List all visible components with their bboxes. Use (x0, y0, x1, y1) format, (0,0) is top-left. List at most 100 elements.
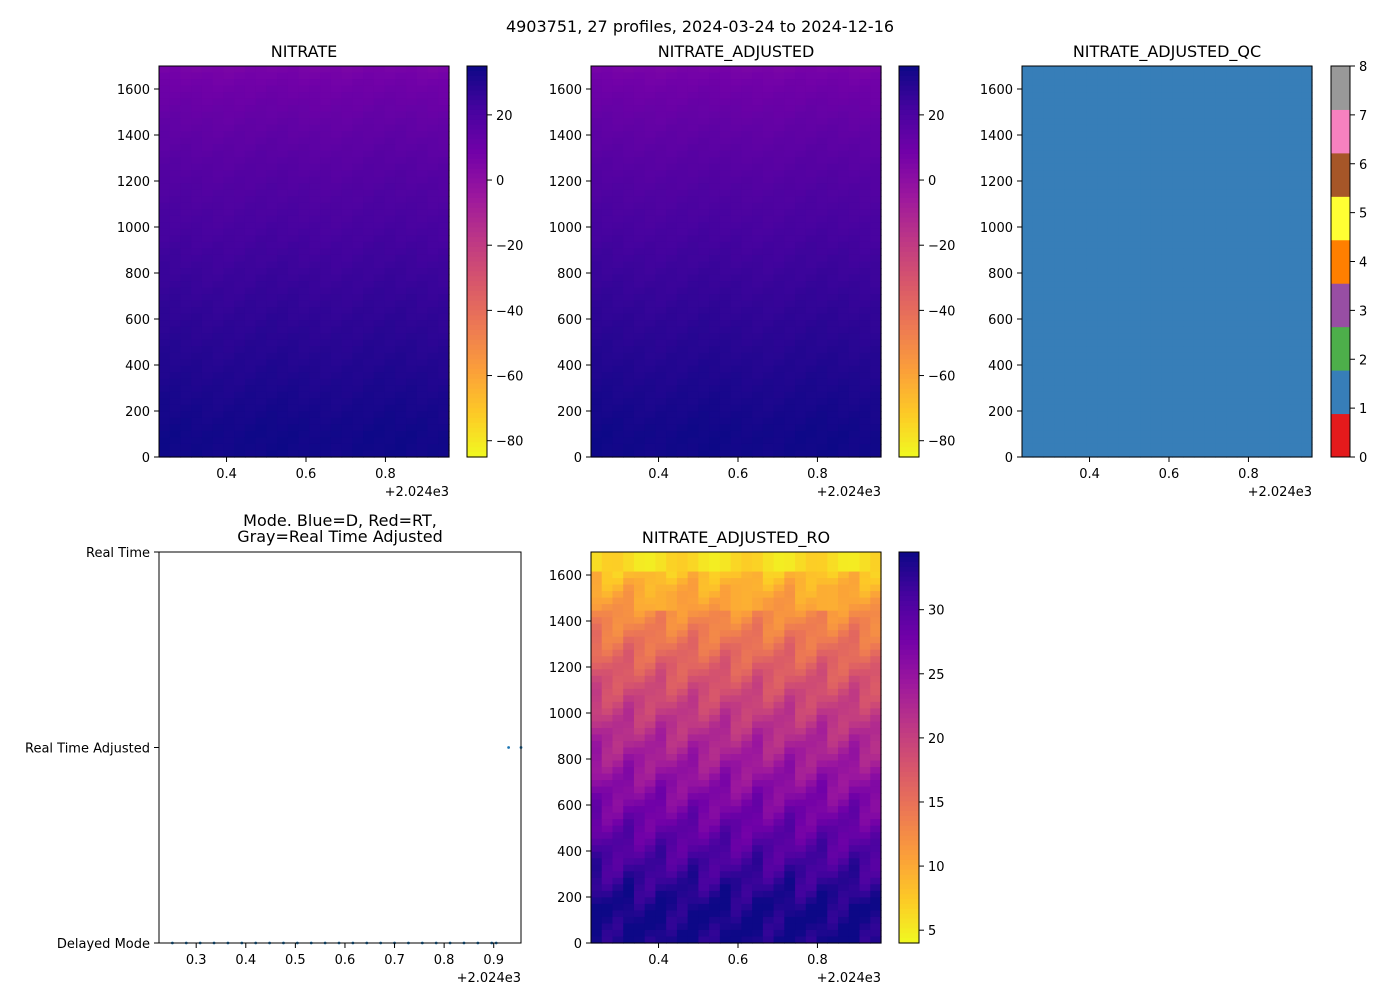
nitrate-adjusted-qc-cell (1161, 287, 1173, 295)
nitrate-adjusted-cell (805, 268, 818, 276)
nitrate-adjusted-cell (623, 183, 635, 191)
nitrate-adjusted-qc-cell (1172, 85, 1184, 93)
nitrate-adjusted-cell (644, 144, 657, 152)
nitrate-adjusted-cell (773, 404, 785, 412)
nitrate-adjusted-qc-cell (1129, 294, 1141, 302)
nitrate-cell (341, 183, 353, 191)
nitrate-adjusted-cell (676, 79, 689, 87)
nitrate-adjusted-cell (773, 170, 785, 178)
nitrate-adjusted-cell (859, 189, 871, 197)
nitrate-cell (298, 443, 310, 452)
nitrate-cell (234, 281, 246, 289)
nitrate-cell (416, 417, 429, 426)
nitrate-adjusted-cell (591, 385, 603, 393)
nitrate-adjusted-qc-cell (1204, 131, 1216, 139)
nitrate-adjusted-cell (870, 157, 882, 165)
nitrate-adjusted-cell (591, 163, 603, 171)
nitrate-cell (373, 157, 386, 165)
nitrate-adjusted-cell (859, 228, 871, 237)
nitrate-cell (277, 372, 289, 380)
nitrate-adjusted-cell (859, 430, 871, 439)
nitrate-adjusted-cell (666, 176, 678, 184)
nitrate-adjusted-qc-cell (1279, 365, 1292, 373)
nitrate-adjusted-qc-cell (1215, 157, 1227, 165)
nitrate-adjusted-cell (773, 398, 785, 406)
nitrate-adjusted-cell (816, 339, 828, 347)
nitrate-adjusted-qc-cell (1269, 215, 1281, 223)
nitrate-adjusted-qc-cell (1022, 92, 1034, 100)
nitrate-adjusted-cell (795, 248, 807, 256)
nitrate-adjusted-cell (741, 268, 753, 276)
nitrate-adjusted-qc-cell (1269, 137, 1281, 145)
nitrate-cell (234, 333, 246, 341)
nitrate-colorbar-segment (467, 329, 487, 336)
nitrate-adjusted-qc-cell (1258, 98, 1270, 106)
nitrate-cell (234, 437, 246, 445)
nitrate-adjusted-cell (838, 378, 850, 386)
nitrate-adjusted-cell (709, 320, 721, 328)
nitrate-adjusted-qc-cell (1140, 85, 1152, 93)
nitrate-cell (244, 137, 257, 145)
nitrate-cell (341, 307, 353, 315)
nitrate-adjusted-qc-cell (1140, 144, 1152, 152)
nitrate-adjusted-qc-cell (1226, 79, 1238, 87)
nitrate-cell (330, 443, 343, 452)
nitrate-cell (180, 346, 192, 354)
nitrate-adjusted-qc-cell (1226, 124, 1238, 132)
nitrate-cell (373, 66, 386, 74)
nitrate-adjusted-cell (848, 294, 861, 302)
nitrate-adjusted-cell (676, 443, 689, 452)
nitrate-adjusted-cell (859, 450, 871, 458)
nitrate-cell (373, 183, 386, 191)
nitrate-cell (201, 333, 214, 341)
nitrate-adjusted-colorbar-segment (899, 158, 919, 165)
nitrate-adjusted-qc-cell (1032, 202, 1045, 210)
nitrate-cell (384, 326, 396, 334)
nitrate-adjusted-qc-cell (1183, 202, 1195, 210)
nitrate-adjusted-qc-cell (1097, 124, 1109, 132)
nitrate-adjusted-cell (827, 150, 839, 158)
nitrate-adjusted-qc-cell (1032, 66, 1045, 74)
nitrate-cell (438, 235, 450, 243)
nitrate-adjusted-qc-cell (1086, 241, 1098, 250)
nitrate-adjusted-cell (870, 66, 882, 74)
nitrate-adjusted-qc-cell (1118, 72, 1131, 80)
nitrate-adjusted-qc-cell (1032, 92, 1045, 100)
nitrate-cell (201, 320, 214, 328)
nitrate-adjusted-qc-cell (1258, 66, 1270, 74)
nitrate-adjusted-cell (773, 105, 785, 113)
nitrate-cell (416, 268, 429, 276)
nitrate-adjusted-cell (795, 378, 807, 386)
nitrate-adjusted-colorbar-segment (899, 413, 919, 419)
nitrate-adjusted-cell (741, 437, 753, 445)
nitrate-cell (266, 202, 278, 210)
nitrate-cell (244, 365, 257, 373)
nitrate-cell (255, 437, 268, 445)
nitrate-adjusted-cell (676, 202, 689, 210)
nitrate-adjusted-cell (730, 157, 742, 165)
nitrate-adjusted-colorbar-segment (899, 100, 919, 106)
nitrate-adjusted-qc-cell (1226, 268, 1238, 276)
nitrate-cell (363, 281, 375, 289)
nitrate-adjusted-qc-cell (1236, 144, 1249, 152)
nitrate-cell (234, 430, 246, 439)
nitrate-adjusted-cell (709, 215, 721, 223)
nitrate-cell (373, 411, 386, 419)
nitrate-adjusted-qc-cell (1193, 202, 1206, 210)
nitrate-adjusted-cell (719, 92, 732, 100)
nitrate-adjusted-cell (795, 294, 807, 302)
nitrate-adjusted-qc-cell (1215, 378, 1227, 386)
nitrate-adjusted-cell (623, 170, 635, 178)
nitrate-adjusted-cell (838, 170, 850, 178)
nitrate-adjusted-cell (633, 300, 646, 308)
nitrate-adjusted-qc-cell (1032, 131, 1045, 139)
nitrate-adjusted-qc-cell (1022, 313, 1034, 321)
nitrate-adjusted-qc-cell (1226, 365, 1238, 373)
nitrate-adjusted-cell (601, 66, 614, 74)
nitrate-adjusted-qc-cell (1226, 111, 1238, 119)
nitrate-adjusted-qc-cell (1247, 183, 1259, 191)
nitrate-cell (244, 228, 257, 237)
nitrate-adjusted-cell (762, 124, 775, 132)
nitrate-adjusted-cell (666, 443, 678, 452)
nitrate-adjusted-qc-cell (1129, 79, 1141, 87)
